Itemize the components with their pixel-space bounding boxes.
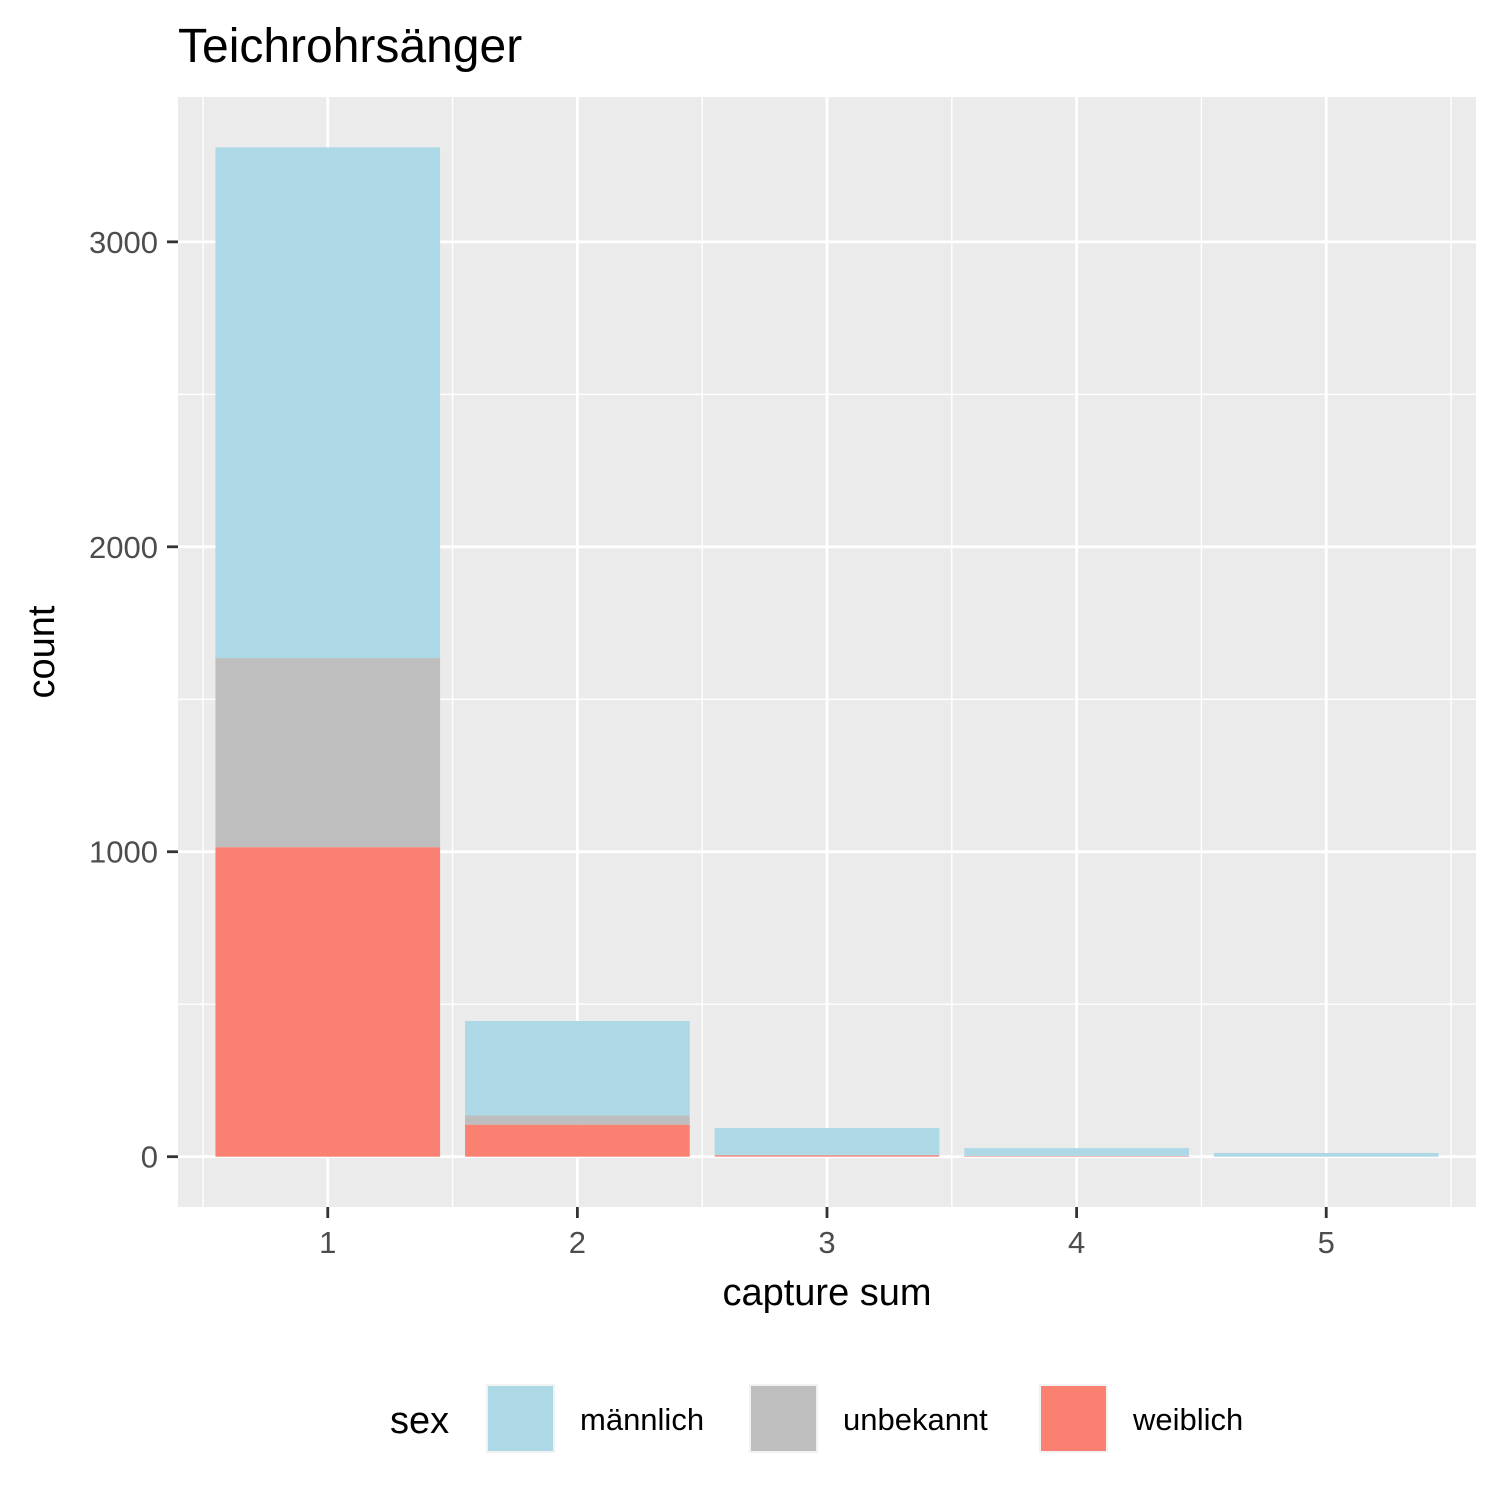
x-tick-label: 2 xyxy=(569,1225,586,1260)
y-tick-label: 2000 xyxy=(89,530,158,565)
legend-title: sex xyxy=(390,1400,449,1442)
bar-weiblich-4 xyxy=(964,1156,1189,1157)
legend-key-weiblich xyxy=(1041,1386,1106,1451)
bar-unbekannt-4 xyxy=(964,1155,1189,1157)
x-tick-label: 1 xyxy=(319,1225,336,1260)
x-axis: 1 2 3 4 5 xyxy=(319,1207,1335,1260)
x-axis-title: capture sum xyxy=(722,1272,931,1314)
bar-weiblich-3 xyxy=(714,1155,940,1157)
legend-label-weiblich: weiblich xyxy=(1132,1402,1243,1437)
y-axis: 0 1000 2000 3000 xyxy=(89,225,178,1175)
legend-label-männlich: männlich xyxy=(580,1402,704,1437)
bar-männlich-4 xyxy=(964,1148,1189,1156)
legend-label-unbekannt: unbekannt xyxy=(843,1402,988,1437)
bar-männlich-1 xyxy=(215,147,441,659)
chart-title: Teichrohrsänger xyxy=(178,20,522,73)
y-tick-label: 0 xyxy=(141,1140,158,1175)
bar-weiblich-1 xyxy=(215,847,441,1157)
bar-männlich-3 xyxy=(714,1128,940,1155)
y-axis-title: count xyxy=(21,605,63,698)
legend-key-männlich xyxy=(488,1386,553,1451)
legend-key-unbekannt xyxy=(751,1386,816,1451)
bar-weiblich-2 xyxy=(465,1124,690,1157)
x-tick-label: 3 xyxy=(818,1225,835,1260)
bars xyxy=(215,147,1439,1157)
bar-unbekannt-3 xyxy=(714,1154,940,1156)
y-tick-label: 3000 xyxy=(89,225,158,260)
legend: sex männlich unbekannt weiblich xyxy=(390,1384,1243,1453)
bar-unbekannt-1 xyxy=(215,658,441,848)
y-tick-label: 1000 xyxy=(89,835,158,870)
x-tick-label: 4 xyxy=(1068,1225,1085,1260)
bar-männlich-5 xyxy=(1213,1153,1439,1157)
x-tick-label: 5 xyxy=(1318,1225,1335,1260)
bar-männlich-2 xyxy=(465,1020,690,1116)
bar-unbekannt-2 xyxy=(465,1115,690,1125)
